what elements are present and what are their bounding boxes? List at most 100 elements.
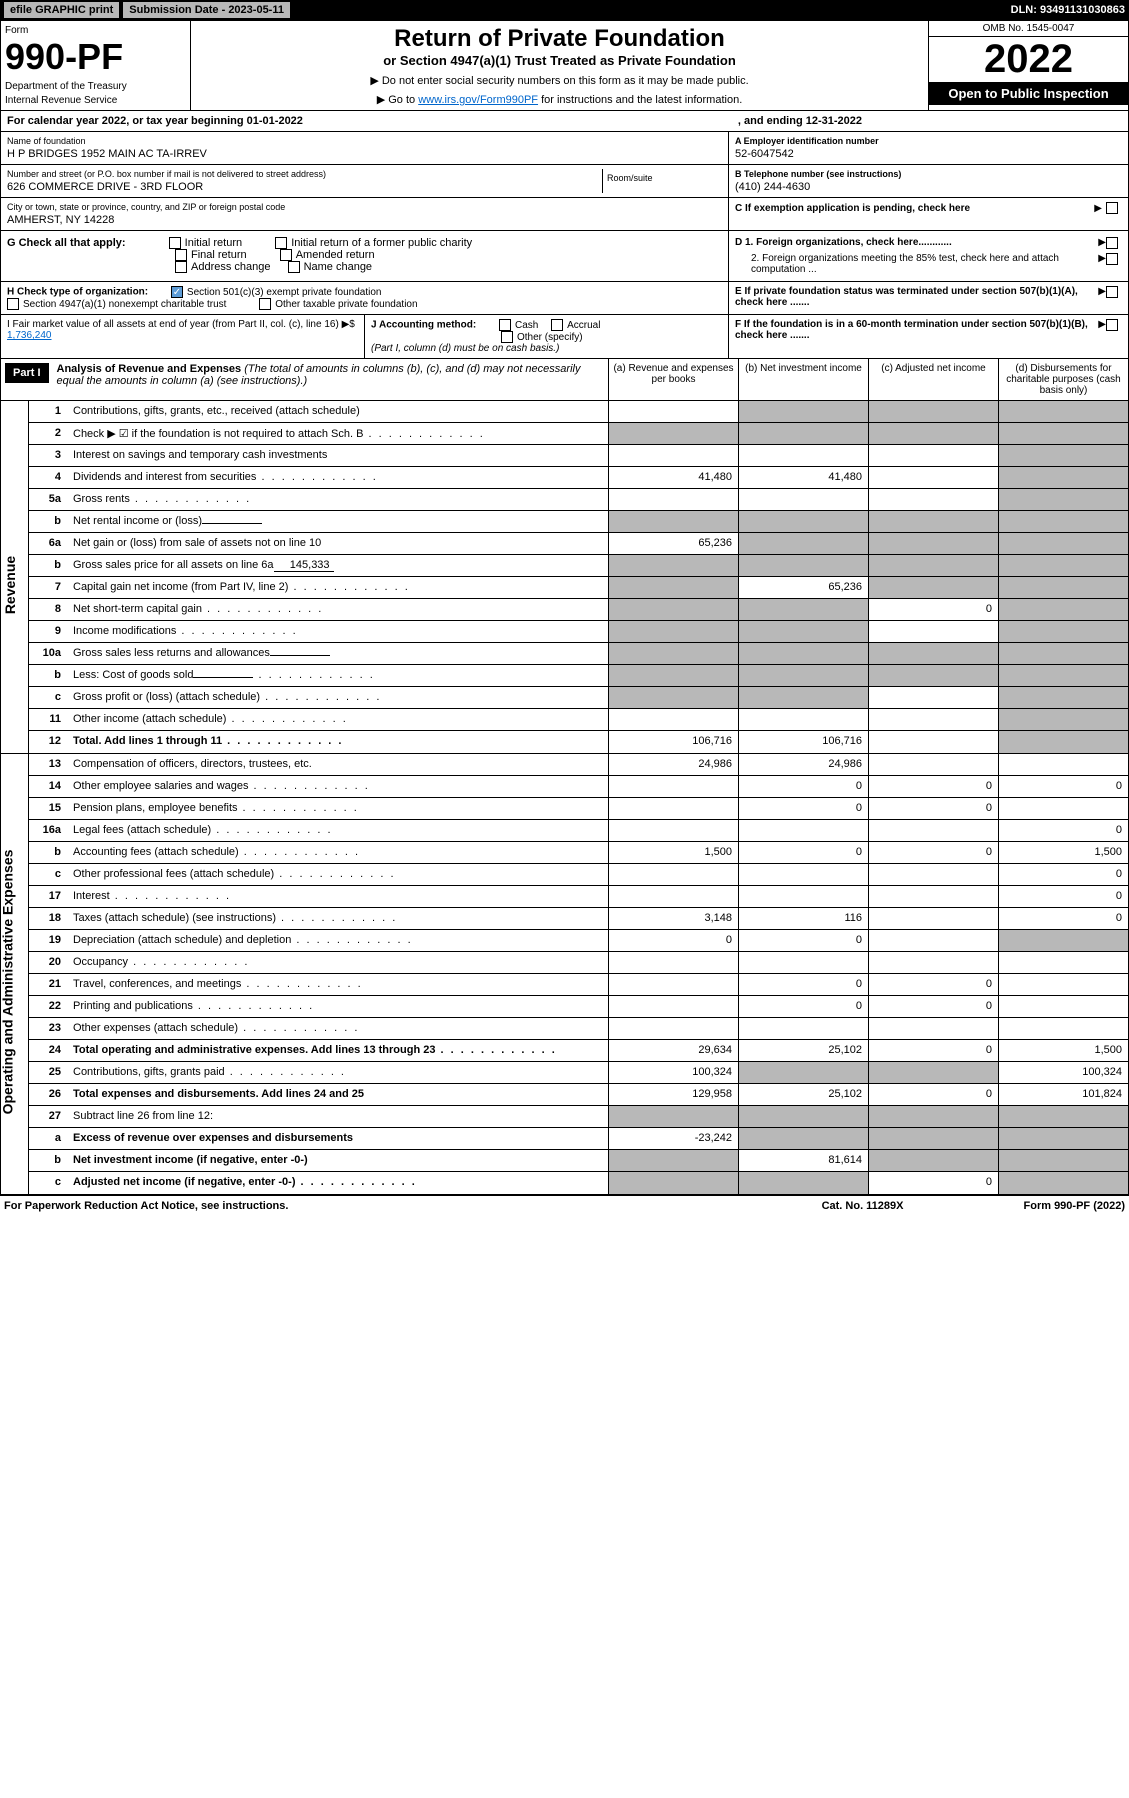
g-opt-0: Initial return [185,237,242,249]
form-header: Form 990-PF Department of the Treasury I… [0,20,1129,111]
row-num: 1 [29,401,67,422]
cell-grey [608,665,738,686]
h-other-checkbox[interactable] [259,298,271,310]
cell [608,864,738,885]
j-note: (Part I, column (d) must be on cash basi… [371,343,559,354]
h-501c3-checkbox[interactable] [171,286,183,298]
cell-grey [998,401,1128,422]
d2-checkbox[interactable] [1106,253,1118,265]
cell-grey [738,621,868,642]
irs-link[interactable]: www.irs.gov/Form990PF [418,94,538,106]
row-label: Other income (attach schedule) [67,709,608,730]
row-label: Taxes (attach schedule) (see instruction… [67,908,608,929]
cell [998,952,1128,973]
g-amended-checkbox[interactable] [280,249,292,261]
table-row: 16aLegal fees (attach schedule)0 [29,820,1128,842]
cell: 0 [998,908,1128,929]
efile-label: efile GRAPHIC print [4,2,119,18]
row-num: 10a [29,643,67,664]
row-num: 25 [29,1062,67,1083]
table-row: 7Capital gain net income (from Part IV, … [29,577,1128,599]
cell-grey [998,1172,1128,1194]
cell-grey [738,1172,868,1194]
part1-badge-wrap: Part I [5,363,49,396]
cell-grey [998,511,1128,532]
cell [868,467,998,488]
name-row: Name of foundation H P BRIDGES 1952 MAIN… [1,132,728,165]
cell-grey [608,511,738,532]
table-row: 10aGross sales less returns and allowanc… [29,643,1128,665]
g-opt-4: Address change [191,261,271,273]
cell: 0 [608,930,738,951]
part1-text: Analysis of Revenue and Expenses (The to… [49,363,604,396]
cell-grey [738,511,868,532]
row-label: Net investment income (if negative, ente… [67,1150,608,1171]
form-number: 990-PF [5,36,186,78]
cell: 0 [998,886,1128,907]
ein-row: A Employer identification number 52-6047… [729,132,1128,165]
cal-end: , and ending 12-31-2022 [738,115,862,127]
c-label: C If exemption application is pending, c… [735,203,1094,214]
g-opt-2: Final return [191,249,247,261]
row-num: c [29,687,67,708]
row-label: Subtract line 26 from line 12: [67,1106,608,1127]
g-initial-checkbox[interactable] [169,237,181,249]
ein-label: A Employer identification number [735,136,1122,146]
j-cash: Cash [515,320,538,331]
cell [868,952,998,973]
cell: 0 [868,1084,998,1105]
sub-input [193,677,253,678]
table-row: 21Travel, conferences, and meetings00 [29,974,1128,996]
cell-grey [998,930,1128,951]
cell-grey [738,1106,868,1127]
d1-checkbox[interactable] [1106,237,1118,249]
c-checkbox[interactable] [1106,202,1118,214]
sub-input [202,523,262,524]
table-row: aExcess of revenue over expenses and dis… [29,1128,1128,1150]
table-row: cAdjusted net income (if negative, enter… [29,1172,1128,1194]
cell-grey [608,555,738,576]
d1-label: D 1. Foreign organizations, check here..… [735,237,952,248]
cell: 0 [998,864,1128,885]
g-name-checkbox[interactable] [288,261,300,273]
h-4947-checkbox[interactable] [7,298,19,310]
col-a-head: (a) Revenue and expenses per books [608,359,738,400]
cell: 1,500 [998,1040,1128,1061]
j-accrual-checkbox[interactable] [551,319,563,331]
row-label: Income modifications [67,621,608,642]
cell-grey [868,1106,998,1127]
table-row: 27Subtract line 26 from line 12: [29,1106,1128,1128]
cell: 0 [738,842,868,863]
g-initial-former-checkbox[interactable] [275,237,287,249]
cell [868,864,998,885]
row-num: 3 [29,445,67,466]
entity-left: Name of foundation H P BRIDGES 1952 MAIN… [1,132,728,230]
g-address-checkbox[interactable] [175,261,187,273]
j-cash-checkbox[interactable] [499,319,511,331]
cell-grey [738,1062,868,1083]
row-num: c [29,1172,67,1194]
cell [608,489,738,510]
cell: 0 [868,1172,998,1194]
j-other-checkbox[interactable] [501,331,513,343]
cell-grey [608,423,738,444]
dept-irs: Internal Revenue Service [5,95,186,106]
g-final-checkbox[interactable] [175,249,187,261]
row-label: Capital gain net income (from Part IV, l… [67,577,608,598]
part1-header-row: Part I Analysis of Revenue and Expenses … [0,359,1129,401]
omb-number: OMB No. 1545-0047 [929,21,1128,37]
cell-grey [868,665,998,686]
cell-grey [998,423,1128,444]
row-num: 22 [29,996,67,1017]
e-checkbox[interactable] [1106,286,1118,298]
h-left: H Check type of organization: Section 50… [1,282,728,314]
cell-grey [868,1062,998,1083]
cell [868,709,998,730]
footer-left: For Paperwork Reduction Act Notice, see … [4,1200,288,1212]
cell [868,908,998,929]
cell: 116 [738,908,868,929]
f-checkbox[interactable] [1106,319,1118,331]
cell: 0 [998,776,1128,797]
table-row: bAccounting fees (attach schedule)1,5000… [29,842,1128,864]
table-row: 19Depreciation (attach schedule) and dep… [29,930,1128,952]
